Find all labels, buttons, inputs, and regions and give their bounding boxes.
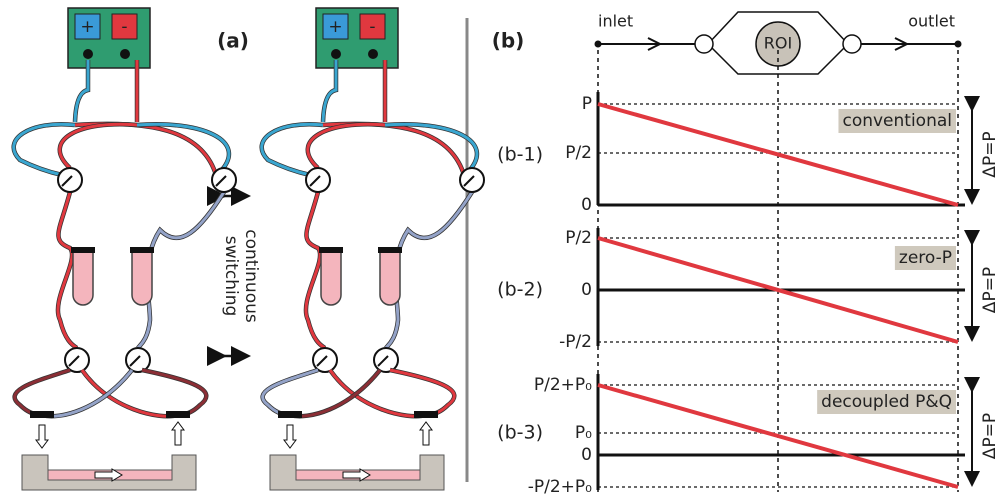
port: [843, 35, 861, 53]
tick-label: P/2: [565, 228, 592, 248]
port: [695, 35, 713, 53]
delta-group: ΔP=P: [980, 413, 1000, 459]
vial-cap: [130, 247, 154, 253]
tubing-outline: [137, 124, 229, 172]
socket: [368, 49, 378, 59]
switch-label: continuous switching: [221, 229, 261, 323]
tick-label: 0: [581, 195, 592, 215]
roi-label: ROI: [764, 34, 792, 53]
tubing: [385, 124, 477, 172]
tick-label: P₀: [575, 423, 592, 443]
connector: [278, 411, 302, 418]
node: [595, 41, 602, 48]
outlet-label: outlet: [908, 12, 955, 31]
flow-arrow: [420, 422, 432, 445]
tubing: [137, 124, 229, 172]
tubing: [75, 124, 215, 172]
figure: (a) (b) continuous switching +-+-ROIinle…: [0, 0, 1000, 496]
mode-label: zero-P: [899, 248, 952, 268]
tubing: [142, 370, 206, 415]
setup: +-: [262, 8, 484, 490]
tubing: [262, 124, 323, 175]
valve: [212, 168, 236, 192]
connector: [166, 411, 190, 418]
valve: [306, 168, 330, 192]
plus-label: +: [328, 17, 342, 37]
tick-label: -P/2+P₀: [528, 477, 592, 496]
delta-label: ΔP=P: [980, 267, 1000, 313]
node: [955, 41, 962, 48]
minus-label: -: [121, 17, 127, 37]
flow-arrow: [284, 425, 296, 448]
socket: [331, 49, 341, 59]
setup: +-: [14, 8, 236, 490]
delta-label: ΔP=P: [980, 413, 1000, 459]
tubing: [15, 370, 70, 415]
plot-label: (b-1): [497, 144, 543, 166]
minus-label: -: [369, 17, 375, 37]
valve: [126, 348, 150, 372]
tubing-outline: [323, 124, 463, 172]
vial: [132, 250, 152, 305]
switch-label-line: switching: [221, 236, 241, 317]
panel-b-label: (b): [492, 29, 525, 53]
flow-arrow: [172, 422, 184, 445]
connector: [414, 411, 438, 418]
vial-cap: [319, 247, 343, 253]
tick-label: P: [582, 94, 592, 114]
tubing-outline: [308, 124, 385, 168]
valve: [58, 168, 82, 192]
connector: [30, 411, 54, 418]
valve: [460, 168, 484, 192]
plot-label: (b-2): [497, 279, 543, 301]
socket: [120, 49, 130, 59]
tick-label: P/2+P₀: [534, 375, 592, 395]
tubing-outline: [60, 124, 137, 168]
vial: [73, 250, 93, 305]
socket: [83, 49, 93, 59]
delta-group: ΔP=P: [980, 131, 1000, 177]
switch-label-line: continuous: [241, 229, 261, 323]
tick-label: -P/2: [559, 332, 592, 352]
tubing: [14, 124, 75, 175]
mode-label: conventional: [842, 111, 952, 131]
delta-group: ΔP=P: [980, 267, 1000, 313]
tick-label: P/2: [565, 143, 592, 163]
delta-label: ΔP=P: [980, 131, 1000, 177]
tick-label: 0: [581, 445, 592, 465]
tubing-outline: [385, 124, 477, 172]
flow-arrow: [36, 425, 48, 448]
inlet-label: inlet: [598, 12, 633, 31]
tubing: [60, 124, 137, 168]
panel-a-label: (a): [217, 29, 249, 53]
tubing: [323, 124, 463, 172]
vial-cap: [378, 247, 402, 253]
plot-label: (b-3): [497, 422, 543, 444]
tubing: [390, 370, 454, 415]
plus-label: +: [80, 17, 94, 37]
tick-label: 0: [581, 280, 592, 300]
tubing: [308, 124, 385, 168]
vial: [321, 250, 341, 305]
vial: [380, 250, 400, 305]
vial-cap: [71, 247, 95, 253]
tubing-outline: [75, 124, 215, 172]
valve: [374, 348, 398, 372]
tubing: [263, 370, 318, 415]
mode-label: decoupled P&Q: [821, 392, 952, 412]
